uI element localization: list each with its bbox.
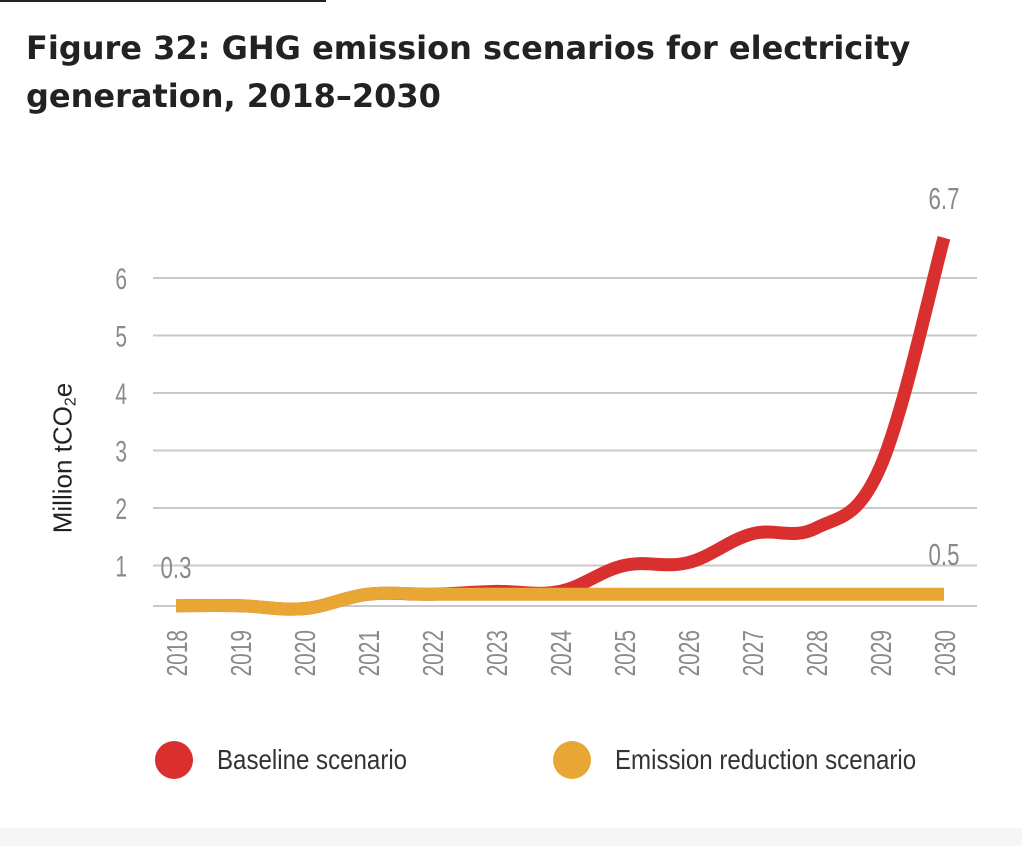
y-tick-label: 4 [115, 379, 127, 411]
reduction-start-label: 0.3 [160, 550, 191, 584]
y-tick-label: 3 [115, 436, 127, 468]
x-tick-label: 2025 [610, 630, 642, 676]
x-tick-label: 2022 [418, 630, 450, 676]
x-tick-label: 2028 [802, 630, 834, 676]
x-tick-label: 2029 [866, 630, 898, 676]
x-tick-label: 2019 [226, 630, 258, 676]
x-tick-label: 2021 [354, 630, 386, 676]
x-tick-label: 2018 [162, 630, 194, 676]
legend-label-reduction: Emission reduction scenario [615, 744, 917, 775]
y-tick-label: 6 [115, 264, 127, 296]
x-tick-label: 2030 [930, 630, 962, 676]
y-tick-label: 5 [115, 321, 127, 353]
x-tick-label: 2026 [674, 630, 706, 676]
legend-item-reduction: Emission reduction scenario [553, 740, 965, 780]
x-tick-label: 2024 [546, 630, 578, 676]
legend-item-baseline: Baseline scenario [155, 740, 438, 780]
data-labels: 6.7 0.5 0.3 [160, 181, 959, 584]
reduction-end-label: 0.5 [928, 537, 959, 571]
y-tick-labels: 1 2 3 4 5 6 [115, 264, 127, 584]
reduction-swatch [553, 741, 591, 779]
figure-title: Figure 32: GHG emission scenarios for el… [26, 29, 911, 115]
x-tick-labels: 2018 2019 2020 2021 2022 2023 2024 2025 2026 2027… [162, 630, 962, 676]
y-axis-label: Million tCO2e [47, 382, 80, 534]
legend-label-baseline: Baseline scenario [217, 744, 408, 775]
x-tick-label: 2023 [482, 630, 514, 676]
y-tick-label: 1 [115, 551, 127, 583]
x-tick-label: 2020 [290, 630, 322, 676]
footer-band [0, 828, 1022, 846]
baseline-swatch [155, 741, 193, 779]
top-rule [0, 0, 326, 2]
baseline-line [175, 236, 951, 616]
baseline-end-label: 6.7 [928, 181, 959, 215]
y-tick-label: 2 [115, 494, 127, 526]
reduction-line [175, 586, 944, 616]
grid-lines [153, 277, 977, 607]
x-tick-label: 2027 [738, 630, 770, 676]
series-lines [175, 236, 951, 616]
